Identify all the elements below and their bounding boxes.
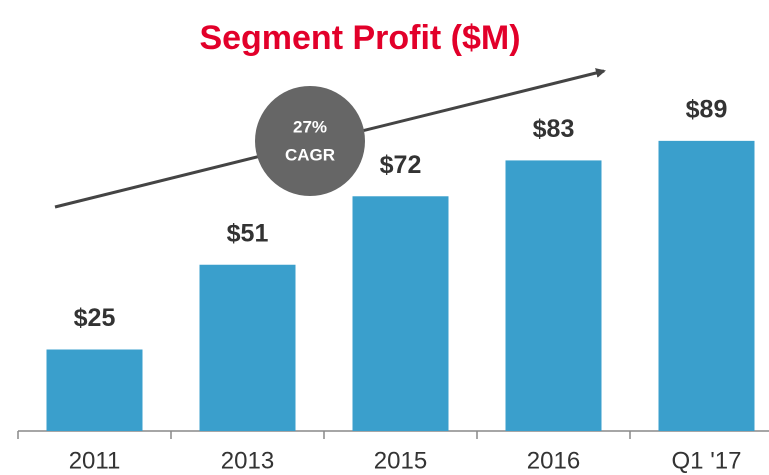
- annotation: CAGR: [285, 145, 335, 164]
- value-label: $25: [74, 304, 116, 332]
- value-label: $51: [227, 219, 269, 247]
- chart-title: Segment Profit ($M): [199, 19, 520, 57]
- bar: [46, 349, 143, 431]
- x-tick-label: 2016: [527, 447, 580, 474]
- value-label: $83: [533, 115, 575, 143]
- cagr-badge: [255, 86, 365, 196]
- bar: [199, 264, 296, 431]
- bar: [352, 196, 449, 431]
- x-tick-label: 2015: [374, 447, 427, 474]
- value-label: $89: [686, 95, 728, 123]
- x-tick-label: Q1 '17: [672, 447, 742, 474]
- bar: [505, 160, 602, 432]
- bar: [658, 140, 755, 432]
- value-label: $72: [380, 151, 422, 179]
- annotation: 27%: [293, 117, 327, 136]
- x-tick-label: 2011: [69, 447, 121, 474]
- x-tick-label: 2013: [221, 447, 274, 474]
